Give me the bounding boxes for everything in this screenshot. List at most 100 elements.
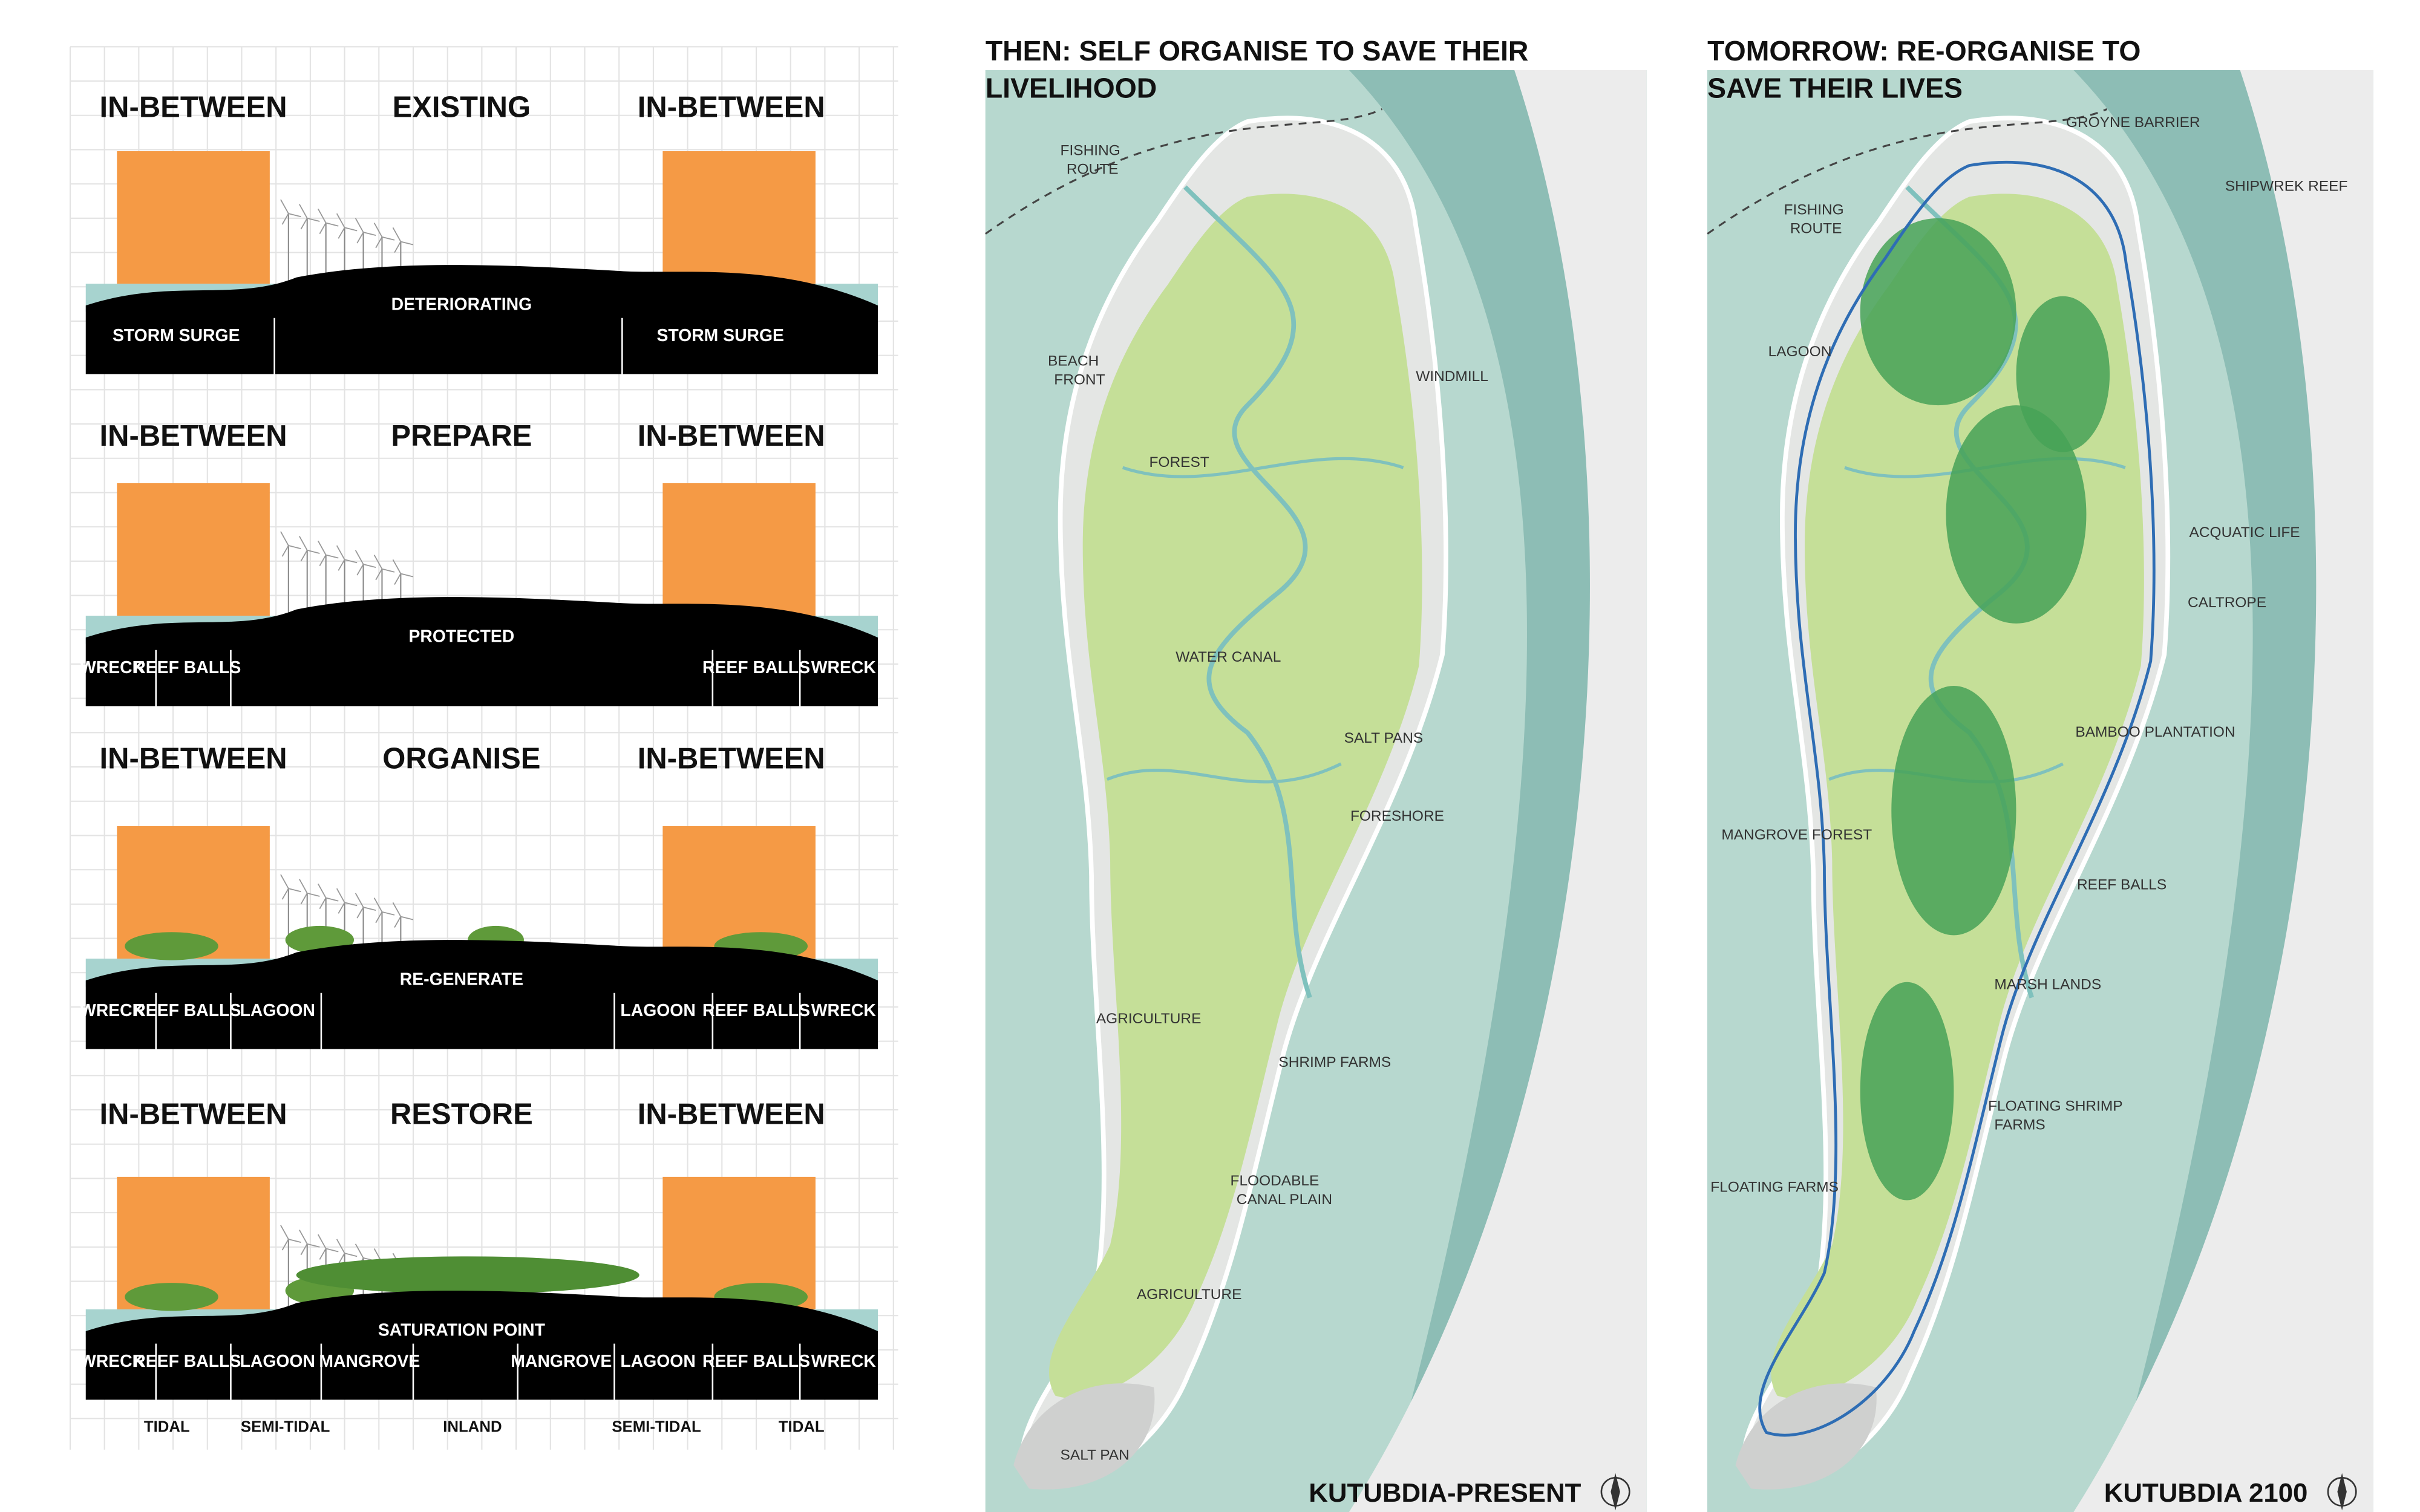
map-label: WATER CANAL [1176,649,1281,665]
map-label: WINDMILL [1416,368,1488,385]
ground-label: PROTECTED [408,627,514,647]
map-label: FLOODABLE [1231,1173,1320,1189]
zone-label: SEMI-TIDAL [241,1419,330,1436]
trees [125,1283,218,1311]
turbine-blade [299,879,320,905]
ground-zone-label: REEF BALLS [133,658,241,677]
turbine-blade [392,227,414,253]
turbine-blade [317,540,339,567]
map-label: MARSH LANDS [1994,976,2101,992]
land [1349,70,1647,1512]
turbine-blade [336,888,358,914]
turbine-blade [299,204,320,230]
mangrove [1946,405,2087,624]
island [1735,116,2171,1490]
zone-label: TIDAL [144,1419,190,1436]
ground [85,940,878,1049]
turbine-blade [392,559,414,585]
ground [85,265,878,374]
zone-label: TIDAL [779,1419,825,1436]
zone-label: SEMI-TIDAL [612,1419,701,1436]
map-title: LIVELIHOOD [986,73,1157,104]
map-label: CANAL PLAIN [1237,1191,1332,1208]
ground-zone-label: REEF BALLS [702,658,810,677]
ground [85,1291,878,1400]
map-label: SALT PAN [1061,1447,1130,1464]
map-label: MANGROVE FOREST [1721,827,1872,843]
land [2073,70,2373,1512]
turbine-blade [373,555,395,581]
map-label: ROUTE [1790,220,1842,236]
heading-center: EXISTING [393,91,531,123]
turbine-blade [299,536,320,562]
ground-zone-label: REEF BALLS [702,1001,810,1020]
map-label: FLOATING SHRIMP [1988,1098,2122,1114]
turbine-blade [392,902,414,928]
ground-zone-label: LAGOON [240,1001,315,1020]
turbine-blade [355,550,376,576]
turbine-blade [336,1239,358,1265]
canal [1183,185,1312,999]
ground-zone-label: MANGROVE [319,1352,420,1371]
turbine-blade [336,545,358,571]
map-label: LAGOON [1768,344,1832,360]
map-label: ROUTE [1067,161,1119,177]
ground-zone-label: LAGOON [620,1352,695,1371]
heading-right: IN-BETWEEN [638,420,825,452]
trees [125,932,218,960]
map-label: SHIPWREK REEF [2225,178,2348,195]
trees [296,1256,639,1294]
map-footer: KUTUBDIA 2100 [2104,1478,2308,1508]
building [117,151,270,284]
map-label: CALTROPE [2188,595,2266,611]
ground-zone-label: STORM SURGE [113,326,240,345]
map-label: FARMS [1994,1116,2045,1133]
vegetation [1049,194,1422,1398]
heading-right: IN-BETWEEN [638,1098,825,1130]
mangrove [1860,218,2016,406]
embankment [1758,160,2156,1437]
ground-zone-label: STORM SURGE [656,326,784,345]
turbine-blade [280,1225,301,1251]
building [117,483,270,616]
ground-label: SATURATION POINT [378,1321,546,1340]
map-footer: KUTUBDIA-PRESENT [1309,1478,1581,1508]
map-label: FLOATING FARMS [1710,1179,1839,1195]
fishing-route [984,108,1383,235]
heading-center: ORGANISE [382,743,540,775]
ground-zone-label: LAGOON [620,1001,695,1020]
fishing-route [1707,108,2108,235]
turbine-blade [355,893,376,919]
ground-zone-label: WRECK [80,1001,145,1020]
map-label: FRONT [1054,371,1105,388]
map-label: FORESHORE [1350,808,1444,824]
ground-zone-label: WRECK [80,658,145,677]
turbine-blade [317,208,339,235]
ground-zone-label: REEF BALLS [702,1352,810,1371]
turbine-blade [317,1234,339,1260]
heading-left: IN-BETWEEN [100,91,287,123]
mangrove [2016,296,2110,452]
zone-label: INLAND [443,1419,502,1436]
salt-pan [1013,1383,1155,1490]
map-label: GROYNE BARRIER [2066,114,2200,131]
map-label: REEF BALLS [2077,876,2167,893]
ground [85,597,878,706]
map-label: BEACH [1048,353,1099,369]
mangrove [1860,982,1954,1201]
heading-right: IN-BETWEEN [638,743,825,775]
ground-zone-label: MANGROVE [511,1352,612,1371]
turbine-blade [280,199,301,225]
island [1013,116,1448,1490]
turbine-blade [280,874,301,900]
heading-right: IN-BETWEEN [638,91,825,123]
compass-needle [1611,1473,1620,1511]
ground-zone-label: LAGOON [240,1352,315,1371]
turbine-blade [336,213,358,239]
map-label: SALT PANS [1344,730,1424,746]
map-title: SAVE THEIR LIVES [1707,73,1963,104]
heading-center: PREPARE [391,420,532,452]
map-label: SHRIMP FARMS [1278,1054,1391,1070]
